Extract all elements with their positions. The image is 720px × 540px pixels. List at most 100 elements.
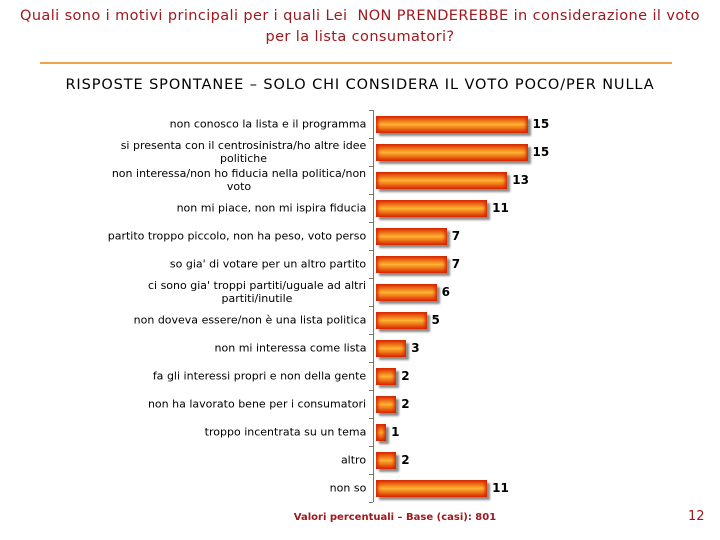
value-label: 11 xyxy=(492,201,509,215)
value-label: 3 xyxy=(411,341,420,355)
label-word: mi xyxy=(278,201,293,215)
label-word: interessa xyxy=(255,341,307,355)
category-label: so gia' di votare per un altro partito xyxy=(169,258,367,271)
label-word: gente xyxy=(334,369,367,383)
label-word: lista xyxy=(255,117,279,131)
label-word: lista xyxy=(343,341,367,355)
label-word: non xyxy=(147,397,169,411)
label-word: un xyxy=(320,425,335,439)
label-word: altro xyxy=(300,257,326,271)
label-word: interessa/non xyxy=(136,167,211,180)
label-word: troppi xyxy=(213,279,246,292)
label-word: si xyxy=(120,139,130,152)
value-label: 2 xyxy=(401,453,410,467)
value-label: 7 xyxy=(451,257,461,271)
bar xyxy=(376,255,447,273)
label-word: consumatori xyxy=(297,397,367,411)
label-word: non xyxy=(214,341,236,355)
label-word: doveva xyxy=(157,313,199,327)
label-word: mi xyxy=(238,341,253,355)
bar xyxy=(376,283,437,301)
label-word: su xyxy=(304,425,317,439)
label-word: piace, xyxy=(218,201,252,215)
category-label: si presenta con il centrosinistra/ho alt… xyxy=(120,139,367,165)
label-word: politiche xyxy=(220,152,267,165)
label-word: partito xyxy=(329,257,367,271)
label-word: conosco xyxy=(193,117,239,131)
label-word: il xyxy=(208,139,215,152)
label-word: centrosinistra/ho xyxy=(217,139,311,152)
label-word: fiducia xyxy=(231,167,269,180)
axis-tick xyxy=(369,390,373,391)
category-axis xyxy=(373,110,374,502)
label-word: della xyxy=(304,369,331,383)
axis-tick xyxy=(369,194,373,195)
label-word: voto xyxy=(226,180,252,193)
value-label: 7 xyxy=(451,229,461,243)
label-word: il xyxy=(292,117,299,131)
label-word: fiducia xyxy=(329,201,367,215)
category-label: non conosco la lista e il programma xyxy=(169,118,367,131)
bar xyxy=(376,451,397,469)
bar xyxy=(376,171,508,189)
value-label: 2 xyxy=(401,397,410,411)
axis-tick xyxy=(369,250,373,251)
bar xyxy=(376,143,528,161)
axis-tick xyxy=(369,446,373,447)
category-label: ci sono gia' troppi partiti/uguale ad al… xyxy=(147,279,367,305)
axis-tick xyxy=(369,278,373,279)
label-word: gia' xyxy=(190,279,211,292)
category-label: altro xyxy=(340,454,367,467)
label-word: presenta xyxy=(132,139,182,152)
label-word: perso xyxy=(335,229,367,243)
value-label: 2 xyxy=(401,369,410,383)
label-word: partiti/inutile xyxy=(221,292,293,305)
label-word: altre xyxy=(314,139,340,152)
value-label: 15 xyxy=(532,117,550,131)
footer-note: Valori percentuali – Base (casi): 801 xyxy=(293,512,497,523)
label-word: non xyxy=(254,201,276,215)
label-word: bene xyxy=(238,397,266,411)
label-word: fa xyxy=(152,369,164,383)
bar xyxy=(376,227,447,245)
axis-tick xyxy=(369,110,373,111)
label-word: non xyxy=(176,201,198,215)
label-word: gia' xyxy=(185,257,206,271)
bar xyxy=(376,423,387,441)
axis-tick xyxy=(369,166,373,167)
category-label: non ha lavorato bene per i consumatori xyxy=(147,398,367,411)
axis-tick xyxy=(369,222,373,223)
label-word: so xyxy=(169,257,183,271)
label-word: ad xyxy=(327,279,341,292)
label-word: lista xyxy=(299,313,323,327)
label-word: una xyxy=(275,313,297,327)
label-word: politica/non xyxy=(301,167,367,180)
label-word: piccolo, xyxy=(187,229,230,243)
bar xyxy=(376,395,397,413)
label-word: altri xyxy=(344,279,367,292)
label-word: partito xyxy=(107,229,145,243)
label-word: ha xyxy=(172,397,186,411)
category-label: non so xyxy=(329,482,367,495)
label-word: incentrata xyxy=(244,425,301,439)
category-label: partito troppo piccolo, non ha peso, vot… xyxy=(107,230,367,243)
label-word: gli xyxy=(166,369,181,383)
label-word: per xyxy=(261,257,280,271)
page-number: 12 xyxy=(688,509,705,524)
label-word: non xyxy=(111,167,133,180)
label-word: con xyxy=(185,139,205,152)
label-word: idee xyxy=(342,139,367,152)
axis-tick xyxy=(369,334,373,335)
label-word: per xyxy=(269,397,288,411)
bar xyxy=(376,339,407,357)
label-word: non xyxy=(169,117,191,131)
axis-tick xyxy=(369,418,373,419)
label-word: non xyxy=(233,229,254,243)
label-word: come xyxy=(309,341,341,355)
label-word: essere/non xyxy=(201,313,262,327)
label-word: votare xyxy=(222,257,259,271)
bar xyxy=(376,479,488,497)
category-label: non interessa/non ho fiducia nella polit… xyxy=(111,167,367,193)
label-word: programma xyxy=(301,117,367,131)
value-label: 1 xyxy=(391,425,400,439)
